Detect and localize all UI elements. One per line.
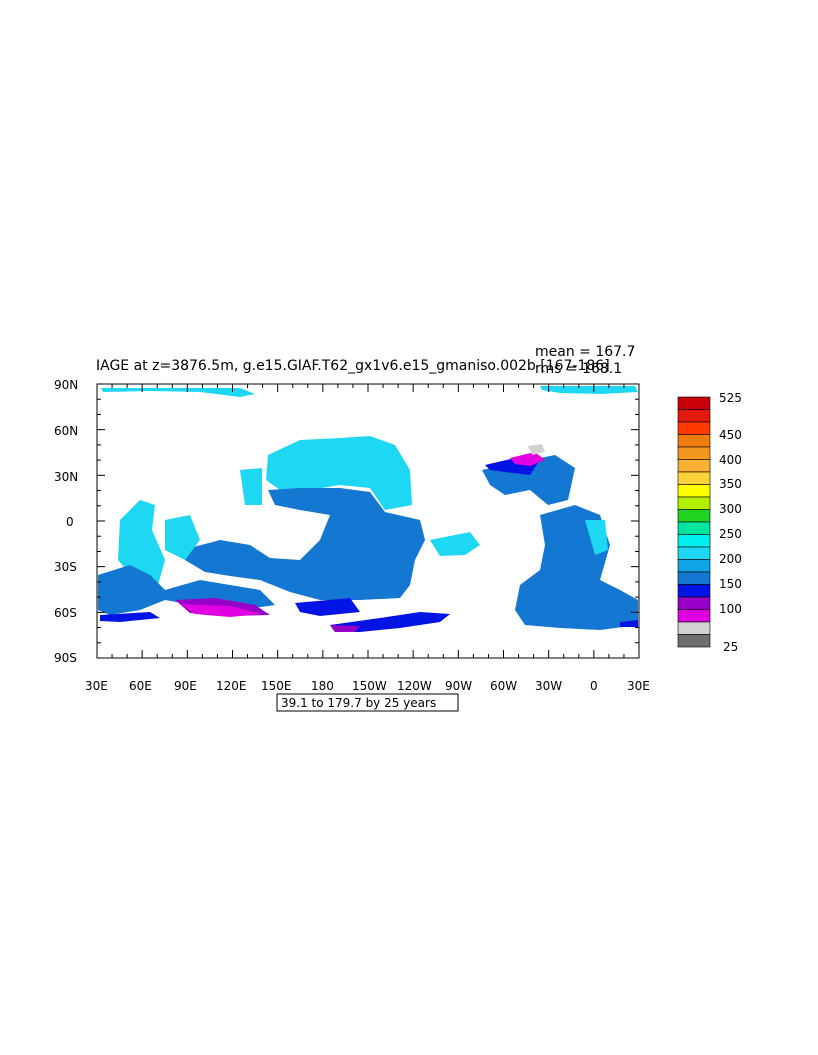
colorbar-label: 400: [719, 453, 742, 467]
colorbar-swatch: [677, 571, 711, 585]
colorbar-swatch: [677, 409, 711, 423]
colorbar-swatch: [677, 584, 711, 598]
southern-ocean-west-field: [100, 612, 160, 622]
y-tick-label: 60S: [54, 606, 77, 620]
x-tick-label: 30E: [85, 679, 108, 693]
y-tick-label: 30S: [54, 560, 77, 574]
south-atlantic-light-field: [585, 520, 608, 555]
colorbar-swatch: [677, 521, 711, 535]
colorbar-swatch: [677, 559, 711, 573]
contour-info-label: 39.1 to 179.7 by 25 years: [281, 696, 436, 710]
axis-ticks: [96, 383, 640, 659]
colorbar-labels: 525 450 400 350 300 250 200 150 100 25: [719, 391, 742, 654]
colorbar-swatch: [677, 509, 711, 523]
southern-ocean-blue-field-2: [330, 612, 450, 632]
x-tick-label: 30W: [535, 679, 562, 693]
indian-ocean-light-field: [118, 500, 165, 585]
plot-title: IAGE at z=3876.5m, g.e15.GIAF.T62_gx1v6.…: [96, 358, 610, 374]
colorbar-label: 250: [719, 527, 742, 541]
x-tick-label: 120W: [397, 679, 432, 693]
y-tick-label: 30N: [54, 470, 78, 484]
x-tick-label: 120E: [216, 679, 247, 693]
colorbar-swatch: [677, 484, 711, 498]
colorbar-swatch: [677, 534, 711, 548]
colorbar-swatch: [677, 634, 711, 648]
southern-ocean-purple-field-2: [330, 625, 360, 632]
southern-ocean-east-field: [620, 620, 638, 627]
mean-label: mean = 167.7: [535, 344, 635, 360]
colorbar: [677, 396, 711, 648]
colorbar-label: 25: [723, 640, 738, 654]
indian-central-light-field: [165, 515, 200, 560]
southern-ocean-blue-field-1: [295, 598, 360, 616]
arctic-field-east: [540, 386, 638, 394]
nordic-sea-gray-field: [528, 444, 545, 455]
colorbar-swatch: [677, 396, 711, 410]
colorbar-label: 100: [719, 602, 742, 616]
colorbar-swatch: [677, 609, 711, 623]
rms-label: rms = 168.1: [535, 361, 622, 377]
y-tick-label: 90N: [54, 378, 78, 392]
x-tick-label: 60E: [129, 679, 152, 693]
colorbar-swatch: [677, 446, 711, 460]
colorbar-swatch: [677, 434, 711, 448]
colorbar-label: 525: [719, 391, 742, 405]
colorbar-label: 300: [719, 502, 742, 516]
x-tick-label: 30E: [627, 679, 650, 693]
colorbar-label: 150: [719, 577, 742, 591]
colorbar-swatch: [677, 546, 711, 560]
colorbar-swatch: [677, 621, 711, 635]
map-panel: [98, 386, 638, 632]
x-axis-labels: 30E 60E 90E 120E 150E 180 150W 120W 90W …: [85, 679, 650, 693]
colorbar-swatch: [677, 421, 711, 435]
x-tick-label: 60W: [490, 679, 517, 693]
colorbar-label: 200: [719, 552, 742, 566]
contour-info-box: [276, 693, 459, 712]
colorbar-swatch: [677, 471, 711, 485]
y-axis-labels: 90N 60N 30N 0 30S 60S 90S: [54, 378, 78, 665]
west-pacific-light-field: [240, 468, 262, 505]
colorbar-label: 450: [719, 428, 742, 442]
colorbar-swatch: [677, 496, 711, 510]
x-tick-label: 150W: [352, 679, 387, 693]
colorbar-label: 350: [719, 477, 742, 491]
colorbar-swatch: [677, 596, 711, 610]
x-tick-label: 180: [311, 679, 334, 693]
y-tick-label: 60N: [54, 424, 78, 438]
y-tick-label: 90S: [54, 651, 77, 665]
nordic-sea-magenta-field: [510, 452, 545, 466]
x-tick-label: 0: [590, 679, 598, 693]
x-tick-label: 150E: [261, 679, 292, 693]
y-tick-label: 0: [66, 515, 74, 529]
north-pacific-field: [266, 436, 412, 510]
pacific-field: [185, 488, 425, 600]
x-tick-label: 90W: [445, 679, 472, 693]
arctic-field-west: [101, 388, 255, 397]
colorbar-swatch: [677, 459, 711, 473]
east-pacific-light-field: [430, 532, 480, 556]
x-tick-label: 90E: [174, 679, 197, 693]
southern-ocean-magenta-field: [180, 604, 262, 617]
atlantic-field: [515, 505, 638, 630]
